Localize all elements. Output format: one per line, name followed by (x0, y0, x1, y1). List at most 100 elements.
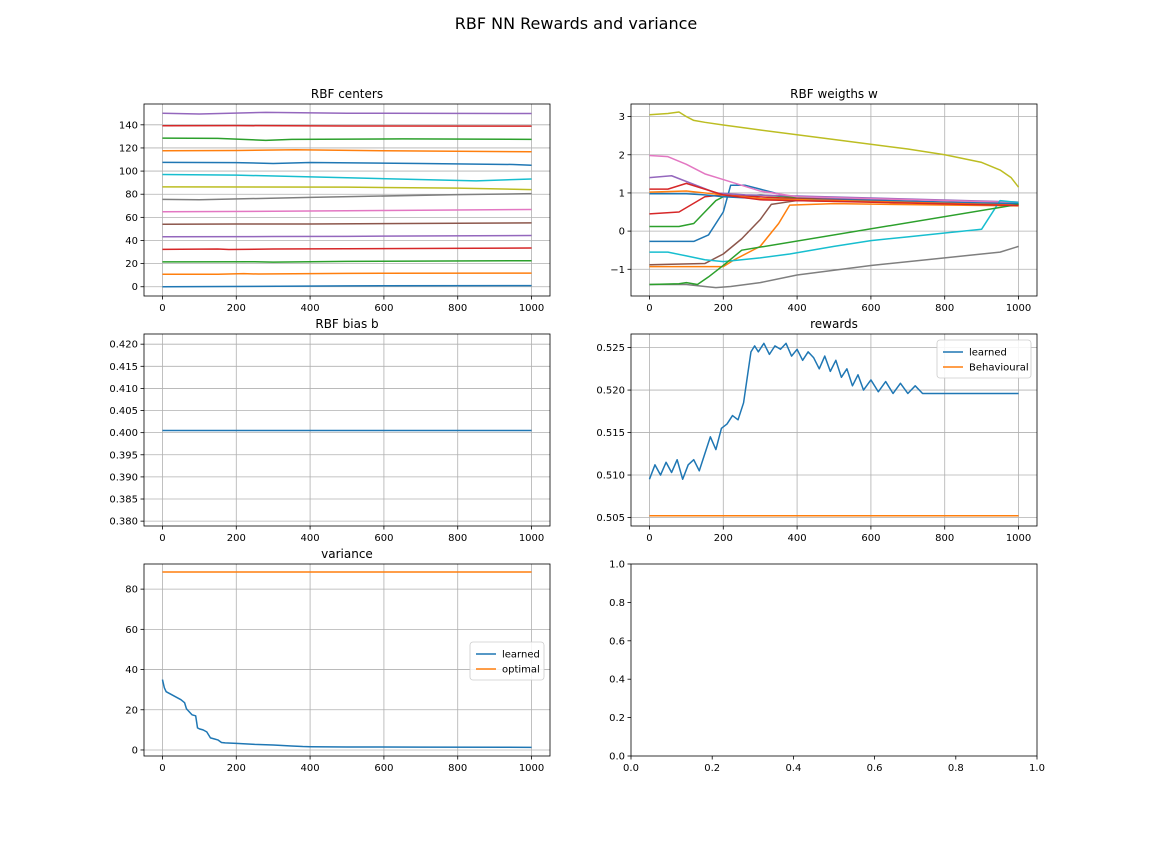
x-tick-label: 800 (448, 303, 467, 314)
y-tick-label: 120 (119, 143, 138, 154)
y-tick-label: −1 (610, 265, 625, 276)
x-tick-label: 200 (227, 533, 246, 544)
x-tick-label: 0 (646, 533, 652, 544)
axes-frame (143, 103, 551, 297)
y-tick-label: 0.415 (109, 362, 138, 373)
y-tick-label: 40 (125, 665, 138, 676)
y-tick-label: 1.0 (609, 560, 625, 571)
y-tick-label: 0.380 (109, 517, 138, 528)
series-line-centers-4 (162, 247, 532, 251)
axes-title-bias: RBF bias b (315, 317, 378, 331)
y-tick-label: 0.385 (109, 495, 138, 506)
series-line-weights-8 (649, 245, 1019, 289)
y-tick-label: 0.0 (609, 752, 625, 763)
x-tick-label: 800 (935, 303, 954, 314)
x-tick-label: 1000 (1006, 303, 1031, 314)
axes-frame (630, 103, 1038, 297)
x-tick-label: 200 (227, 303, 246, 314)
axes-centers: 0 200 400 600 800 1000 0 20 40 60 80 100 120 140 RBF c… (119, 87, 551, 314)
series-line-weights-2 (649, 202, 1019, 268)
y-tick-label: 0.395 (109, 450, 138, 461)
series-line-centers-9 (162, 186, 532, 191)
series-line-rewards-1 (648, 342, 1019, 481)
x-tick-label: 800 (448, 763, 467, 774)
axes-weights: 0 200 400 600 800 1000 −1 0 1 2 3 RBF weigths w (610, 87, 1038, 314)
series-line-centers-11 (162, 161, 532, 167)
y-tick-label: 0.515 (596, 428, 625, 439)
x-tick-label: 0.2 (704, 763, 720, 774)
y-tick-label: 0 (132, 745, 138, 756)
series-line-centers-13 (162, 137, 532, 142)
y-tick-label: 0 (132, 282, 138, 293)
legend-box (936, 339, 1032, 379)
y-tick-label: 40 (125, 236, 138, 247)
y-tick-label: 0.6 (609, 636, 625, 647)
x-tick-label: 1000 (519, 533, 544, 544)
x-tick-label: 0 (159, 303, 165, 314)
y-tick-label: 0.520 (596, 386, 625, 397)
y-tick-label: 100 (119, 167, 138, 178)
y-tick-label: 3 (619, 112, 625, 123)
legend-label: learned (502, 650, 540, 661)
series-line-centers-3 (162, 259, 532, 263)
y-tick-label: 60 (125, 213, 138, 224)
series-line-weights-10 (649, 199, 1019, 263)
axes-title-weights: RBF weigths w (790, 87, 878, 101)
y-tick-label: 0.8 (609, 598, 625, 609)
y-tick-label: 20 (125, 259, 138, 270)
y-tick-label: 140 (119, 120, 138, 131)
axes-bias: 0 200 400 600 800 1000 0.380 0.385 0.390 0.395 0.4… (109, 317, 551, 544)
y-tick-label: 0.4 (609, 675, 625, 686)
series-line-centers-15 (162, 111, 532, 115)
y-tick-label: 1 (619, 188, 625, 199)
y-tick-label: 0.390 (109, 472, 138, 483)
y-tick-label: 0.2 (609, 713, 625, 724)
x-tick-label: 200 (714, 533, 733, 544)
x-tick-label: 800 (935, 533, 954, 544)
x-tick-label: 0 (159, 763, 165, 774)
x-tick-label: 400 (301, 533, 320, 544)
series-line-centers-1 (162, 284, 532, 288)
y-tick-label: 80 (125, 585, 138, 596)
legend-label: Behavioural (969, 363, 1029, 374)
x-tick-label: 0 (646, 303, 652, 314)
series-line-centers-10 (162, 173, 532, 182)
legend-label: optimal (502, 665, 540, 676)
x-tick-label: 1000 (519, 303, 544, 314)
series-line-weights-14 (649, 182, 1019, 207)
x-tick-label: 600 (374, 763, 393, 774)
x-tick-label: 400 (301, 303, 320, 314)
axes-frame (143, 333, 551, 527)
x-tick-label: 400 (788, 533, 807, 544)
series-line-centers-8 (162, 192, 532, 201)
series-line-weights-7 (649, 154, 1019, 204)
legend-box (469, 641, 545, 681)
series-line-centers-12 (162, 149, 532, 153)
series-line-centers-5 (162, 234, 532, 238)
axes-rewards: 0 200 400 600 800 1000 0.505 0.510 0.515 0.520 0.5… (596, 317, 1038, 544)
x-tick-label: 1000 (1006, 533, 1031, 544)
x-tick-label: 200 (714, 303, 733, 314)
y-tick-label: 0 (619, 227, 625, 238)
y-tick-label: 80 (125, 190, 138, 201)
y-tick-label: 60 (125, 625, 138, 636)
x-tick-label: 1000 (519, 763, 544, 774)
axes-empty: 0.0 0.2 0.4 0.6 0.8 1.0 0.0 0.2 0.4 0.6 0.8 1.0 (609, 560, 1045, 775)
y-tick-label: 0.510 (596, 471, 625, 482)
figure-suptitle: RBF NN Rewards and variance (455, 14, 697, 33)
axes-title-rewards: rewards (810, 317, 858, 331)
series-line-weights-12 (649, 190, 1019, 206)
x-tick-label: 600 (861, 533, 880, 544)
x-tick-label: 600 (374, 303, 393, 314)
x-tick-label: 600 (861, 303, 880, 314)
y-tick-label: 0.410 (109, 384, 138, 395)
series-line-variance-1 (161, 679, 532, 749)
axes-frame (143, 563, 551, 757)
x-tick-label: 400 (788, 303, 807, 314)
x-tick-label: 400 (301, 763, 320, 774)
axes-frame (630, 333, 1038, 527)
x-tick-label: 600 (374, 533, 393, 544)
x-tick-label: 0.4 (785, 763, 801, 774)
